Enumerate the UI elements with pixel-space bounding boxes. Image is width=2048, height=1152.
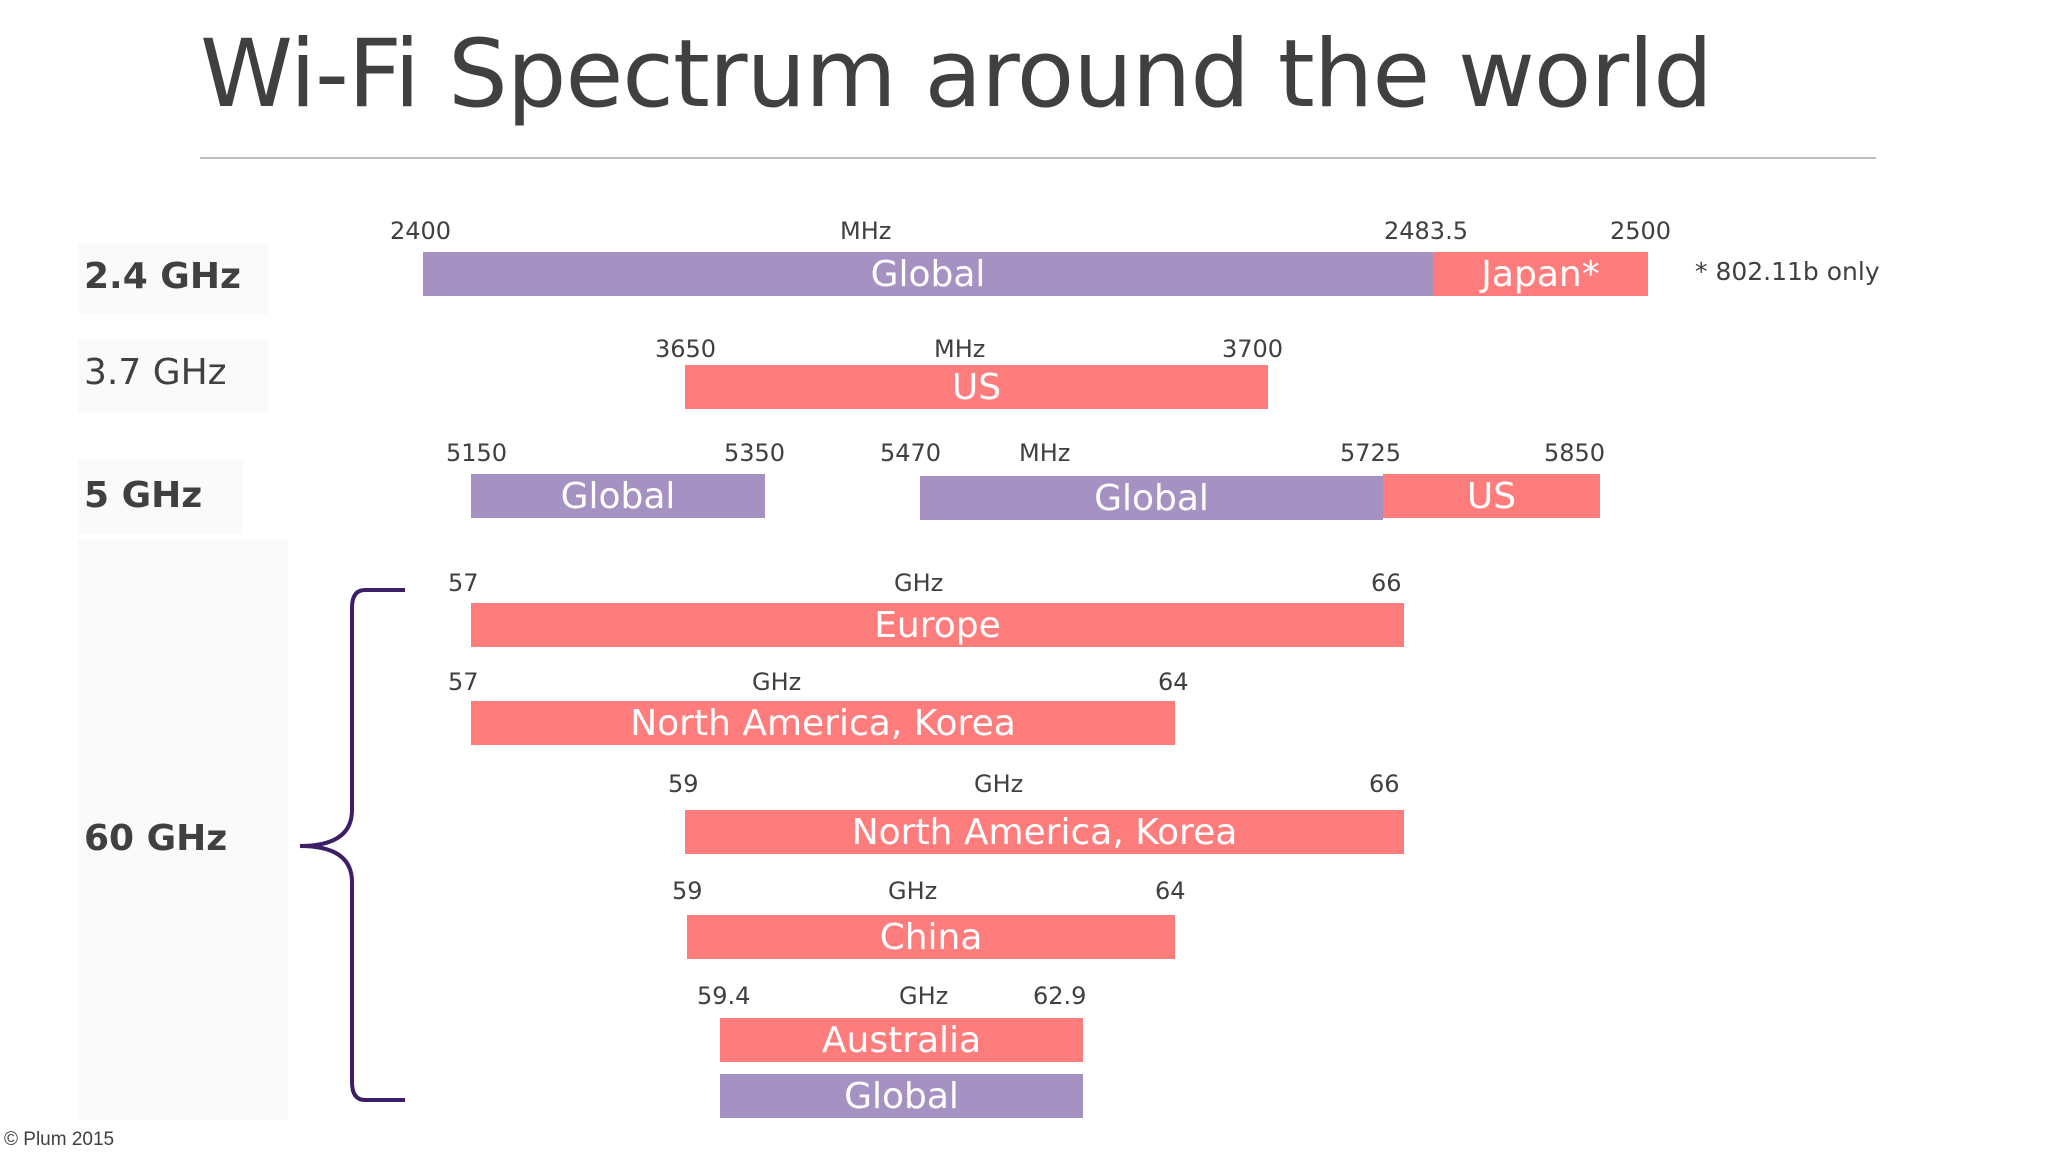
unit-label: MHz (1019, 439, 1071, 467)
unit-label: GHz (894, 569, 944, 597)
tick-label: 57 (448, 569, 479, 597)
band-label-5ghz: 5 GHz (84, 475, 203, 516)
tick-label: 3700 (1222, 335, 1284, 363)
tick-label: 59.4 (697, 982, 751, 1010)
copyright-text: © Plum 2015 (4, 1129, 115, 1150)
tick-label: 5350 (724, 439, 786, 467)
bar-5-us: US (1383, 474, 1600, 518)
unit-label: GHz (899, 982, 949, 1010)
tick-label: 59 (672, 877, 703, 905)
tick-label: 64 (1155, 877, 1186, 905)
tick-label: 5470 (880, 439, 942, 467)
bar-60-north-america-korea-a: North America, Korea (471, 701, 1175, 745)
title-divider (200, 157, 1876, 159)
label-background (78, 244, 268, 314)
bar-2-4-japan: Japan* (1433, 252, 1648, 296)
tick-label: 2400 (390, 217, 452, 245)
tick-label: 3650 (655, 335, 717, 363)
bar-5-global-upper: Global (920, 476, 1383, 520)
unit-label: GHz (752, 668, 802, 696)
unit-label: MHz (934, 335, 986, 363)
band-label-2-4ghz: 2.4 GHz (84, 256, 241, 297)
bar-60-australia: Australia (720, 1018, 1083, 1062)
bar-60-north-america-korea-b: North America, Korea (685, 810, 1404, 854)
tick-label: 66 (1371, 569, 1402, 597)
tick-label: 66 (1369, 770, 1400, 798)
bar-60-global: Global (720, 1074, 1083, 1118)
tick-label: 59 (668, 770, 699, 798)
bar-60-china: China (687, 915, 1175, 959)
unit-label: GHz (888, 877, 938, 905)
label-background (78, 460, 243, 534)
bar-2-4-global: Global (423, 252, 1433, 296)
tick-label: 2483.5 (1384, 217, 1468, 245)
tick-label: 2500 (1610, 217, 1672, 245)
unit-label: MHz (840, 217, 892, 245)
tick-label: 62.9 (1033, 982, 1087, 1010)
curly-brace-icon (299, 588, 405, 1102)
tick-label: 5150 (446, 439, 508, 467)
bar-5-global-lower: Global (471, 474, 765, 518)
tick-label: 57 (448, 668, 479, 696)
tick-label: 5725 (1340, 439, 1402, 467)
tick-label: 64 (1158, 668, 1189, 696)
tick-label: 5850 (1544, 439, 1606, 467)
label-background (78, 540, 288, 1120)
bar-3-7-us: US (685, 365, 1268, 409)
band-label-60ghz: 60 GHz (84, 818, 228, 859)
footnote-802-11b: * 802.11b only (1695, 257, 1880, 286)
band-label-3-7ghz: 3.7 GHz (84, 352, 227, 393)
label-background (78, 340, 268, 412)
bar-60-europe: Europe (471, 603, 1404, 647)
slide-title: Wi-Fi Spectrum around the world (200, 20, 1713, 129)
unit-label: GHz (974, 770, 1024, 798)
